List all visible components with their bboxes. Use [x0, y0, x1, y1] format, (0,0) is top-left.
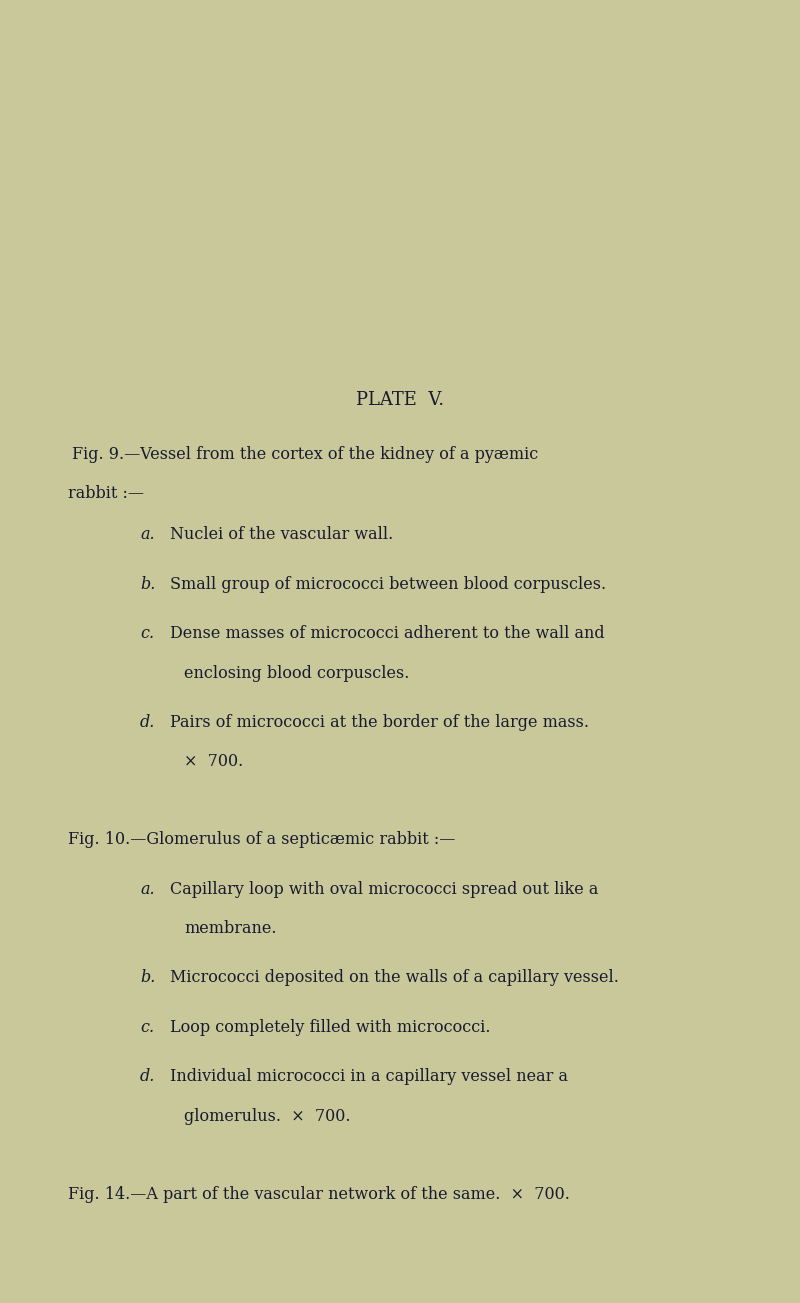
Text: Micrococci deposited on the walls of a capillary vessel.: Micrococci deposited on the walls of a c…	[170, 969, 619, 986]
Text: Small group of micrococci between blood corpuscles.: Small group of micrococci between blood …	[170, 576, 606, 593]
Text: membrane.: membrane.	[184, 920, 277, 937]
Text: d.: d.	[140, 1068, 155, 1085]
Text: enclosing blood corpuscles.: enclosing blood corpuscles.	[184, 665, 410, 681]
Text: c.: c.	[140, 1019, 154, 1036]
Text: PLATE  V.: PLATE V.	[356, 391, 444, 409]
Text: Fig. 14.—A part of the vascular network of the same.  ×  700.: Fig. 14.—A part of the vascular network …	[68, 1186, 570, 1203]
Text: rabbit :—: rabbit :—	[68, 485, 144, 502]
Text: b.: b.	[140, 969, 155, 986]
Text: c.: c.	[140, 625, 154, 642]
Text: a.: a.	[140, 881, 154, 898]
Text: a.: a.	[140, 526, 154, 543]
Text: d.: d.	[140, 714, 155, 731]
Text: Individual micrococci in a capillary vessel near a: Individual micrococci in a capillary ves…	[170, 1068, 568, 1085]
Text: Pairs of micrococci at the border of the large mass.: Pairs of micrococci at the border of the…	[170, 714, 590, 731]
Text: glomerulus.  ×  700.: glomerulus. × 700.	[184, 1108, 350, 1124]
Text: Dense masses of micrococci adherent to the wall and: Dense masses of micrococci adherent to t…	[170, 625, 605, 642]
Text: Nuclei of the vascular wall.: Nuclei of the vascular wall.	[170, 526, 394, 543]
Text: Fig. 9.—Vessel from the cortex of the kidney of a pyæmic: Fig. 9.—Vessel from the cortex of the ki…	[72, 446, 538, 463]
Text: ×  700.: × 700.	[184, 753, 243, 770]
Text: b.: b.	[140, 576, 155, 593]
Text: Fig. 10.—Glomerulus of a septicæmic rabbit :—: Fig. 10.—Glomerulus of a septicæmic rabb…	[68, 831, 455, 848]
Text: Capillary loop with oval micrococci spread out like a: Capillary loop with oval micrococci spre…	[170, 881, 598, 898]
Text: Loop completely filled with micrococci.: Loop completely filled with micrococci.	[170, 1019, 491, 1036]
